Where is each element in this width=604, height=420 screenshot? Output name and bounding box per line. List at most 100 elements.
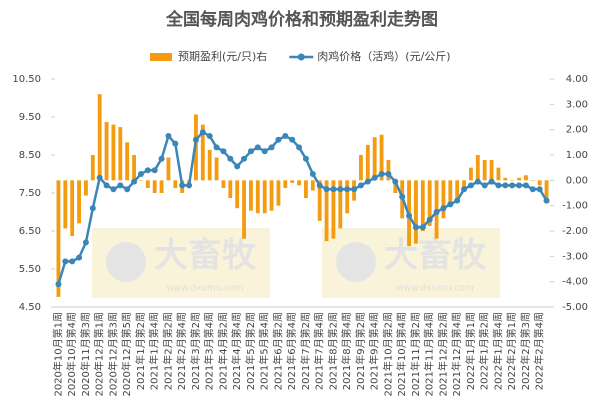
point (385, 171, 392, 177)
bar (145, 180, 150, 188)
point (495, 182, 502, 189)
bar (524, 175, 528, 181)
point (192, 136, 199, 143)
watermark: 大畜牧 (384, 236, 487, 276)
bar (166, 157, 171, 181)
point (144, 167, 151, 174)
point (199, 129, 206, 136)
bar (249, 180, 253, 211)
x-tick-label: 2021年4月第2周 (216, 312, 229, 390)
y2-tick-label: -1.00 (562, 201, 588, 212)
x-tick-label: 2021年10月第2周 (381, 312, 394, 397)
point (406, 212, 413, 219)
point (103, 182, 110, 189)
y2-tick-label: -2.00 (562, 226, 588, 237)
bar (290, 180, 295, 183)
bar (530, 180, 535, 181)
x-tick-label: 2021年5月第2周 (244, 312, 257, 390)
bar (304, 180, 308, 199)
x-tick-label: 2021年6月第4周 (285, 312, 298, 390)
point (502, 182, 509, 189)
point (55, 281, 62, 288)
x-tick-label: 2020年12月第3周 (106, 312, 119, 397)
point (247, 148, 254, 155)
point (330, 186, 337, 193)
bar (242, 180, 246, 239)
point (268, 144, 275, 151)
bar (359, 155, 363, 181)
y2-tick-label: 1.00 (566, 150, 588, 161)
point (220, 148, 227, 155)
x-tick-label: 2020年11月第3周 (79, 312, 92, 397)
y2-tick-label: 0.00 (566, 175, 588, 186)
legend-swatch (297, 53, 305, 61)
point (110, 186, 117, 193)
x-tick-label: 2022年1月第1周 (464, 312, 477, 390)
x-tick-label: 2022年2月第4周 (533, 312, 546, 390)
point (76, 254, 83, 261)
point (62, 258, 69, 265)
point (509, 182, 516, 189)
point (275, 136, 282, 143)
x-tick-label: 2021年12月第2周 (436, 312, 449, 397)
bar (338, 180, 343, 229)
point (186, 182, 193, 189)
point (302, 155, 309, 162)
bar (63, 180, 68, 229)
watermark-url: www.dxumu.com (396, 284, 473, 294)
bar (537, 180, 542, 186)
bar (90, 155, 95, 181)
x-tick-label: 2021年1月第2周 (134, 312, 147, 390)
y2-tick-label: -4.00 (562, 277, 588, 288)
x-tick-label: 2021年8月第4周 (340, 312, 353, 390)
point (289, 136, 296, 143)
point (433, 209, 440, 215)
x-tick-label: 2021年7月第4周 (313, 312, 326, 390)
bar (544, 180, 549, 204)
x-tick-label: 2021年5月第4周 (258, 312, 271, 390)
bar (414, 180, 418, 244)
point (151, 167, 158, 174)
point (454, 197, 461, 204)
bar (455, 180, 460, 199)
x-tick-label: 2021年10月第4周 (395, 312, 408, 397)
x-tick-label: 2021年6月第2周 (271, 312, 284, 390)
point (172, 140, 179, 147)
bar (111, 124, 116, 181)
bar (475, 155, 480, 181)
point (419, 224, 426, 231)
bar (84, 180, 88, 196)
bar (104, 122, 109, 181)
point (461, 186, 468, 193)
chart-title: 全国每周肉鸡价格和预期盈利走势图 (165, 9, 438, 30)
x-tick-label: 2021年4月第4周 (230, 312, 243, 390)
point (158, 155, 165, 162)
point (89, 205, 96, 212)
point (137, 171, 144, 177)
point (536, 186, 543, 193)
x-tick-label: 2021年7月第2周 (299, 312, 312, 390)
bar (517, 177, 521, 181)
point (234, 163, 241, 170)
point (282, 133, 289, 139)
watermark: 大畜牧 (154, 236, 257, 276)
legend-swatch (150, 53, 172, 61)
point (364, 178, 371, 185)
bar (482, 160, 487, 181)
point (399, 193, 406, 200)
bar (269, 180, 274, 211)
point (378, 171, 385, 177)
x-tick-label: 2021年3月第2周 (189, 312, 202, 390)
bar (139, 180, 143, 181)
y-tick-label: 7.50 (19, 188, 41, 199)
bar (97, 94, 102, 181)
point (440, 205, 447, 212)
point (344, 186, 351, 193)
bar (276, 180, 281, 206)
x-tick-label: 2021年1月第4周 (148, 312, 161, 390)
y2-tick-label: 4.00 (566, 74, 588, 85)
watermark-logo (336, 242, 376, 282)
legend-label: 预期盈利(元/只)右 (178, 49, 267, 63)
y2-tick-label: 3.00 (566, 99, 588, 110)
